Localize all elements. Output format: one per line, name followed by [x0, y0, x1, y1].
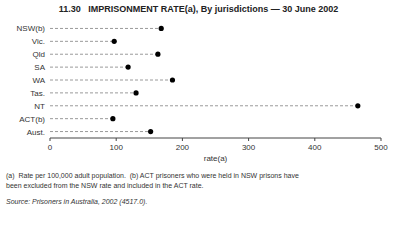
x-tick	[381, 138, 382, 141]
leader-line	[50, 67, 128, 68]
leader-line	[50, 105, 358, 106]
dot	[170, 77, 175, 82]
dot	[155, 52, 160, 57]
x-tick	[182, 138, 183, 141]
x-tick-label: 200	[176, 143, 190, 152]
x-tick-label: 300	[242, 143, 256, 152]
y-tick-label: ACT(b)	[19, 115, 45, 124]
dot	[112, 39, 117, 44]
footnote: been excluded from the NSW rate and incl…	[6, 182, 204, 189]
x-axis-line	[50, 138, 381, 139]
leader-line	[50, 28, 161, 29]
source: Source: Prisoners in Australia, 2002 (45…	[6, 198, 147, 206]
x-axis-label: rate(a)	[204, 154, 228, 163]
leader-line	[50, 118, 113, 119]
x-tick	[116, 138, 117, 141]
leader-line	[50, 41, 114, 42]
dot	[355, 103, 360, 108]
y-tick-label: Aust.	[27, 128, 45, 137]
plot-marks	[50, 26, 360, 134]
x-tick-label: 500	[374, 143, 388, 152]
dot	[159, 26, 164, 31]
dot	[148, 129, 153, 134]
dot	[133, 90, 138, 95]
y-tick-label: Vic.	[32, 37, 45, 46]
x-tick	[248, 138, 249, 141]
leader-line	[50, 54, 158, 55]
title: 11.30 IMPRISONMENT RATE(a), By jurisdict…	[59, 4, 338, 14]
x-tick-label: 100	[110, 143, 124, 152]
y-tick-label: NSW(b)	[17, 24, 46, 33]
y-tick-label: Qld	[33, 50, 45, 59]
dot	[126, 65, 131, 70]
leader-line	[50, 80, 172, 81]
y-tick-label: WA	[32, 76, 45, 85]
x-tick	[50, 138, 51, 141]
y-tick-label: SA	[34, 63, 45, 72]
y-tick-label: Tas.	[30, 89, 45, 98]
leader-line	[50, 131, 151, 132]
y-tick-label: NT	[34, 102, 45, 111]
footnote: (a) Rate per 100,000 adult population. (…	[6, 172, 299, 180]
x-tick-label: 400	[308, 143, 322, 152]
chart: 11.30 IMPRISONMENT RATE(a), By jurisdict…	[0, 0, 397, 227]
x-tick-label: 0	[48, 143, 53, 152]
dot	[110, 116, 115, 121]
x-tick	[314, 138, 315, 141]
leader-line	[50, 92, 136, 93]
